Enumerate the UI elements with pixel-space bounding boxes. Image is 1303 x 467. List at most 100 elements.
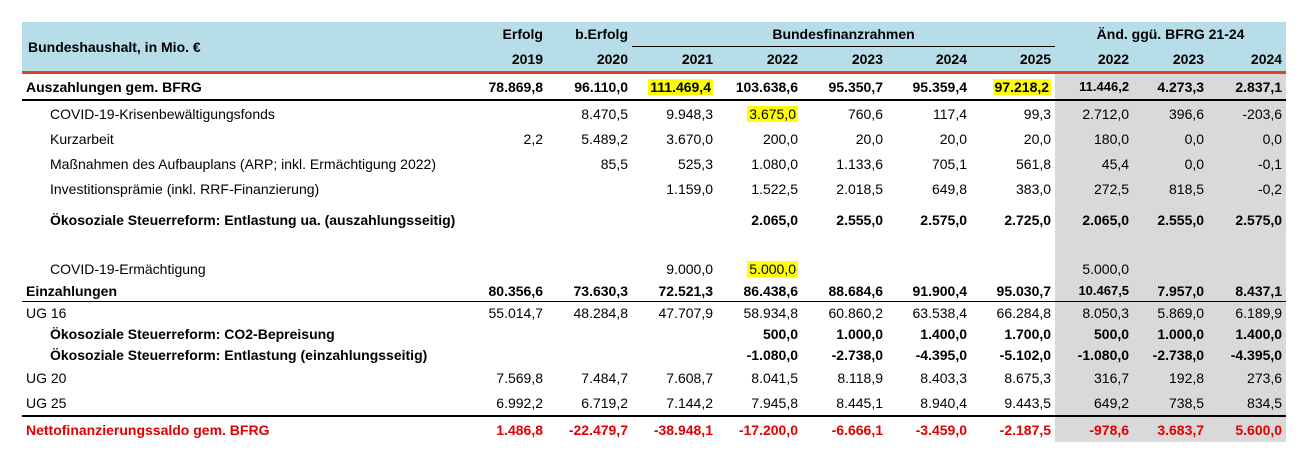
cell: -6.666,1 — [802, 415, 887, 442]
row-label: Investitionsprämie (inkl. RRF-Finanzieru… — [50, 180, 320, 197]
cell: 8.403,3 — [920, 369, 967, 386]
cell: 500,0 — [1055, 323, 1134, 344]
cell: 200,0 — [762, 130, 798, 147]
header-row-1: Bundeshaushalt, in Mio. € Erfolg b.Erfol… — [22, 22, 1287, 73]
cell: 2.018,5 — [836, 180, 883, 197]
cell: 8.675,3 — [1004, 369, 1052, 386]
cell: 9.443,5 — [1004, 394, 1052, 411]
table-row-ug20: UG 20 7.569,8 7.484,7 7.608,7 8.041,5 8.… — [22, 365, 1287, 390]
cell: 103.638,6 — [717, 71, 802, 100]
cell — [462, 323, 547, 344]
cell: 63.538,4 — [887, 301, 971, 323]
cell: 95.030,7 — [996, 282, 1052, 299]
cell: 11.446,2 — [1055, 71, 1134, 100]
cell: 6.189,9 — [1208, 301, 1287, 323]
cell — [462, 201, 547, 239]
cell — [1208, 239, 1287, 280]
cell: 86.438,6 — [743, 282, 799, 299]
cell: 6.719,2 — [581, 394, 628, 411]
cell: 5.489,2 — [581, 130, 628, 147]
cell: 2.065,0 — [1055, 201, 1134, 239]
cell: 58.934,8 — [717, 301, 802, 323]
cell: 0,0 — [1133, 151, 1209, 176]
highlight-mark: 97.218,2 — [992, 78, 1052, 95]
cell: 2,2 — [523, 130, 543, 147]
cell: 88.684,6 — [828, 282, 884, 299]
budget-table-container: Bundeshaushalt, in Mio. € Erfolg b.Erfol… — [22, 22, 1287, 442]
cell: 561,8 — [1016, 155, 1052, 172]
cell — [802, 239, 887, 280]
cell: 60.860,2 — [802, 301, 887, 323]
cell: 55.014,7 — [462, 301, 547, 323]
cell: 8.445,1 — [836, 394, 883, 411]
cell: 1.400,0 — [920, 325, 967, 342]
row-label: UG 20 — [26, 369, 67, 386]
cell: 2.575,0 — [920, 212, 967, 228]
cell: 5.869,0 — [1133, 301, 1209, 323]
row-label: COVID-19-Ermächtigung — [50, 261, 206, 277]
cell — [462, 344, 547, 365]
table-row-investitionspraemie: Investitionsprämie (inkl. RRF-Finanzieru… — [22, 176, 1287, 201]
cell-highlighted: 111.469,4 — [632, 71, 717, 100]
header-bundesfinanzrahmen: Bundesfinanzrahmen — [632, 22, 1056, 47]
cell: 180,0 — [1055, 126, 1134, 151]
cell — [462, 239, 547, 280]
row-label: Ökosoziale Steuerreform: CO2-Bepreisung — [50, 325, 335, 342]
cell: 4.273,3 — [1133, 71, 1209, 100]
cell: 2.575,0 — [1208, 201, 1287, 239]
header-erfolg: Erfolg — [462, 22, 547, 47]
cell: -2.738,0 — [1133, 344, 1209, 365]
cell — [547, 323, 632, 344]
year-header: 2019 — [462, 46, 547, 73]
table-row-covid-ermaechtigung: COVID-19-Ermächtigung 9.000,0 5.000,0 5.… — [22, 239, 1287, 280]
cell: 7.957,0 — [1133, 280, 1209, 302]
cell: 2.712,0 — [1055, 99, 1134, 126]
cell — [547, 344, 632, 365]
cell: 1.486,8 — [462, 415, 547, 442]
cell: 6.992,2 — [496, 394, 543, 411]
cell: 1.159,0 — [666, 180, 713, 197]
row-label: Nettofinanzierungssaldo gem. BFRG — [22, 415, 462, 442]
highlight-mark: 3.675,0 — [747, 105, 798, 122]
cell: 7.608,7 — [666, 369, 713, 386]
cell: -4.395,0 — [1208, 344, 1287, 365]
year-header: 2024 — [1208, 46, 1287, 73]
row-label: Kurzarbeit — [50, 130, 114, 147]
cell: 66.284,8 — [971, 301, 1056, 323]
cell: 525,3 — [677, 155, 713, 172]
cell: 316,7 — [1055, 365, 1134, 390]
cell: 7.569,8 — [496, 369, 543, 386]
cell: 2.065,0 — [751, 212, 798, 228]
cell — [632, 344, 717, 365]
cell: 2.555,0 — [1133, 201, 1209, 239]
cell: 8.940,4 — [920, 394, 967, 411]
cell — [971, 239, 1055, 280]
cell: 73.630,3 — [573, 282, 629, 299]
cell: 705,1 — [931, 155, 967, 172]
table-row-covid-fonds: COVID-19-Krisenbewältigungsfonds 8.470,5… — [22, 99, 1287, 126]
cell: 95.359,4 — [887, 71, 971, 100]
cell: 7.144,2 — [666, 394, 713, 411]
cell: -22.479,7 — [547, 415, 632, 442]
cell: 8.050,3 — [1055, 301, 1134, 323]
cell: 1.000,0 — [1133, 323, 1209, 344]
year-header: 2023 — [802, 46, 887, 73]
cell: 78.869,8 — [462, 71, 547, 100]
table-row-einzahlungen: Einzahlungen 80.356,6 73.630,3 72.521,3 … — [22, 280, 1287, 302]
cell-highlighted: 5.000,0 — [717, 239, 802, 280]
cell: 3.670,0 — [666, 130, 713, 147]
cell: 818,5 — [1133, 176, 1209, 201]
cell: 0,0 — [1208, 126, 1287, 151]
cell: -38.948,1 — [632, 415, 717, 442]
row-label: UG 25 — [26, 394, 67, 411]
year-header: 2024 — [887, 46, 971, 73]
cell: -2.738,0 — [831, 346, 883, 363]
cell: 1.000,0 — [836, 325, 883, 342]
cell: 117,4 — [887, 99, 971, 126]
cell: -0,1 — [1208, 151, 1287, 176]
cell — [632, 201, 717, 239]
row-label: Einzahlungen — [26, 282, 117, 299]
cell: 1.080,0 — [751, 155, 798, 172]
year-header: 2020 — [547, 46, 632, 73]
cell-highlighted: 3.675,0 — [717, 99, 802, 126]
